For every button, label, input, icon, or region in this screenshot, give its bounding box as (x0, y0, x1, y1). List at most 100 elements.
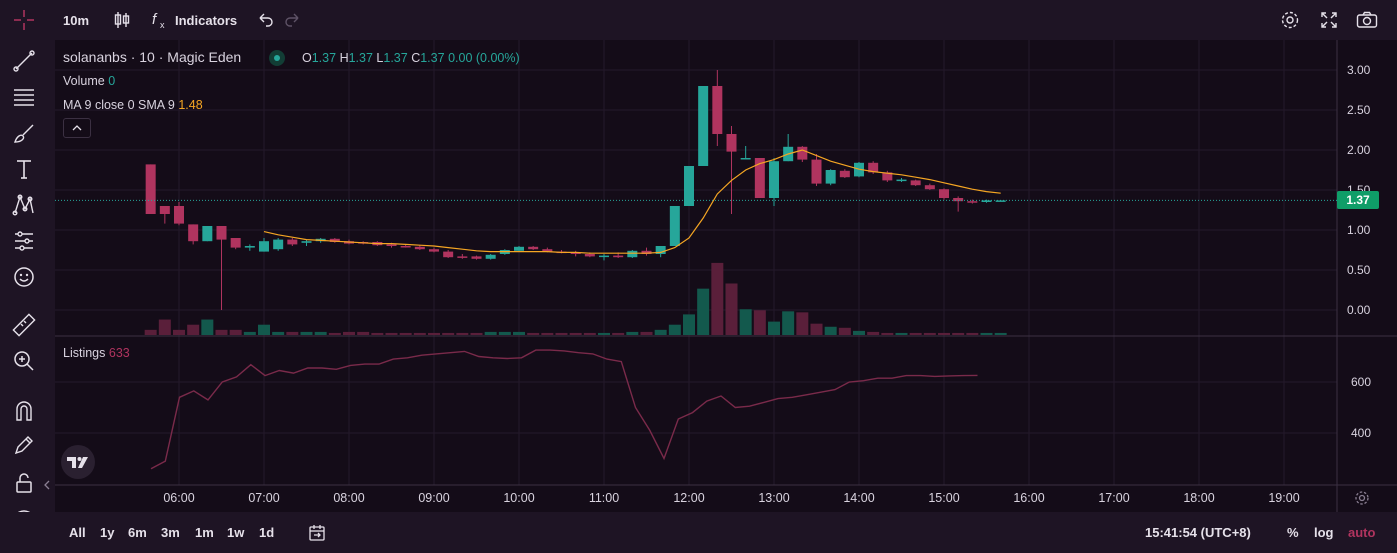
volume-bar (314, 331, 327, 335)
text-tool-icon[interactable] (8, 154, 40, 184)
volume-bar (668, 324, 681, 335)
volume-bar (994, 332, 1007, 335)
volume-bar (470, 332, 483, 335)
camera-icon[interactable] (1354, 8, 1380, 32)
range-1m[interactable]: 1m (195, 525, 214, 540)
ohlc-c-label: C (411, 51, 421, 65)
x-tick-label: 09:00 (418, 491, 449, 505)
log-scale-toggle[interactable]: log (1314, 525, 1334, 540)
zoom-in-icon[interactable] (8, 346, 40, 376)
listings-line (150, 349, 978, 470)
timezone-clock[interactable]: 15:41:54 (UTC+8) (1145, 525, 1251, 540)
ma-line (263, 149, 1001, 254)
auto-scale-toggle[interactable]: auto (1348, 525, 1376, 540)
range-6m[interactable]: 6m (128, 525, 147, 540)
x-tick-label: 06:00 (163, 491, 194, 505)
chart-area[interactable]: 06:00 07:00 08:00 09:00 10:00 11:00 12:00 13:00… (55, 40, 1397, 512)
volume-bar (258, 324, 270, 335)
candle-body (868, 162, 879, 173)
range-all[interactable]: All (69, 525, 86, 540)
x-tick-label: 07:00 (248, 491, 279, 505)
candle-body (641, 250, 652, 254)
tradingview-logo-icon (67, 457, 88, 468)
candle-body (825, 170, 836, 184)
ohlc-l-label: L (376, 51, 384, 65)
candle-body (159, 206, 170, 214)
candle-body (386, 244, 397, 246)
indicators-button[interactable]: Indicators (175, 12, 238, 28)
volume-bar (399, 332, 412, 335)
y-tick-label: 0.50 (1347, 263, 1371, 277)
volume-bar (158, 319, 171, 335)
candlestick-type-icon[interactable] (110, 8, 134, 32)
candle-body (584, 254, 595, 257)
brush-icon[interactable] (8, 118, 40, 148)
settings-gear-icon[interactable] (1278, 8, 1302, 32)
fullscreen-icon[interactable] (1317, 8, 1341, 32)
chevron-up-icon (72, 125, 82, 131)
candle-body (273, 239, 284, 250)
tradingview-logo[interactable] (61, 445, 95, 479)
range-1d[interactable]: 1d (259, 525, 275, 540)
volume-bar (725, 283, 738, 335)
volume-bar (598, 332, 610, 335)
volume-bar (853, 330, 865, 335)
ohlc-change: 0.00 (0.00%) (448, 51, 520, 65)
volume-bar (683, 314, 695, 335)
volume-bar (173, 329, 185, 335)
range-1y[interactable]: 1y (100, 525, 115, 540)
volume-bar (484, 331, 497, 335)
emoji-icon[interactable] (8, 262, 40, 292)
candle-body (797, 146, 808, 160)
x-tick-label: 12:00 (673, 491, 704, 505)
listings-label: Listings (63, 346, 106, 360)
collapse-legend-button[interactable] (63, 118, 91, 138)
y-tick-label: 1.00 (1347, 223, 1371, 237)
pattern-tool-icon[interactable] (8, 190, 40, 220)
crosshair-icon[interactable] (10, 8, 38, 32)
ohlc-h-label: H (339, 51, 349, 65)
volume-bar (187, 324, 200, 335)
redo-icon[interactable] (282, 8, 304, 32)
candle-body (287, 239, 298, 245)
collapse-toolbar-icon[interactable] (40, 470, 54, 500)
volume-bar (513, 331, 525, 335)
trend-line-icon[interactable] (8, 46, 40, 76)
volume-bar (824, 326, 837, 335)
chart-settings-gear-icon[interactable] (1352, 488, 1372, 508)
svg-text:x: x (160, 20, 165, 30)
volume-bar (555, 332, 568, 335)
horizontal-lines-icon[interactable] (8, 82, 40, 112)
volume-bar (442, 332, 455, 335)
x-tick-label: 16:00 (1013, 491, 1044, 505)
volume-bar (796, 312, 809, 335)
volume-bar (201, 319, 214, 335)
lock-drawing-pencil-icon[interactable] (8, 430, 40, 460)
lock-icon[interactable] (8, 468, 40, 498)
percent-scale-toggle[interactable]: % (1287, 525, 1299, 540)
ohlc-high: 1.37 (348, 51, 373, 65)
prediction-tool-icon[interactable] (8, 226, 40, 256)
volume-label: Volume (63, 74, 105, 88)
range-1w[interactable]: 1w (227, 525, 245, 540)
candle-body (400, 246, 411, 248)
magnet-icon[interactable] (8, 396, 40, 426)
goto-date-calendar-icon[interactable] (306, 522, 328, 544)
interval-selector[interactable]: 10m (63, 12, 90, 28)
candle-body (655, 246, 666, 254)
candle-body (443, 251, 454, 258)
candle-body (216, 226, 227, 240)
volume-bar (739, 309, 752, 335)
volume-bar (640, 331, 653, 335)
volume-bar (938, 332, 950, 335)
chart-svg[interactable]: 06:00 07:00 08:00 09:00 10:00 11:00 12:00 13:00… (55, 40, 1397, 512)
candle-body (910, 180, 921, 186)
volume-bar (413, 332, 426, 335)
ruler-icon[interactable] (8, 310, 40, 340)
undo-icon[interactable] (254, 8, 276, 32)
x-tick-label: 15:00 (928, 491, 959, 505)
candle-body (839, 170, 850, 178)
range-3m[interactable]: 3m (161, 525, 180, 540)
